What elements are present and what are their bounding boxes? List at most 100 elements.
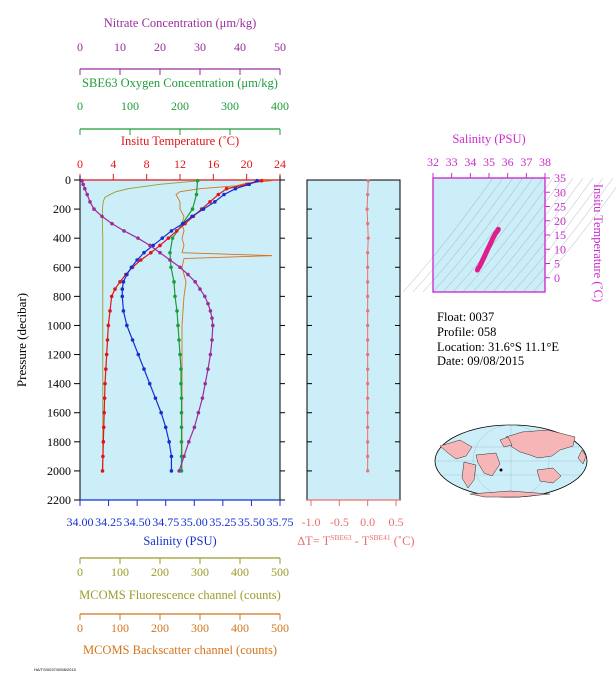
data-point-salinity xyxy=(169,454,174,459)
series-line-mcoms-backscatter-channel xyxy=(175,180,273,471)
delta-t-label-part: SBE41 xyxy=(369,533,391,542)
delta-t-label-part: - T xyxy=(352,534,370,548)
data-point-insitu-temperature xyxy=(166,236,171,240)
delta-t-data-point xyxy=(366,396,370,400)
ts-salinity-tick-label: 32 xyxy=(427,155,439,169)
temperature-tick-label: 0 xyxy=(77,157,83,171)
oxygen-tick-label: 300 xyxy=(221,99,239,113)
data-point-insitu-temperature xyxy=(118,280,122,284)
data-point-insitu-temperature xyxy=(139,258,143,262)
density-isoline xyxy=(422,177,514,293)
data-point-salinity xyxy=(247,182,251,187)
data-point-insitu-temperature xyxy=(102,396,107,400)
ts-salinity-tick-label: 35 xyxy=(483,155,495,169)
pressure-tick-label: 1600 xyxy=(47,406,71,420)
data-point-sbe-oxygen-concentration xyxy=(177,338,181,342)
data-point-insitu-temperature xyxy=(174,229,179,233)
data-point-nitrate-concentration xyxy=(80,178,84,183)
data-point-insitu-temperature xyxy=(108,309,112,313)
ts-data-point xyxy=(497,228,500,231)
data-point-sbe-oxygen-concentration xyxy=(176,323,180,328)
data-point-nitrate-concentration xyxy=(192,425,197,430)
ts-data-point xyxy=(488,244,491,248)
pressure-tick-label: 2200 xyxy=(47,493,71,507)
density-isoline xyxy=(402,177,494,293)
data-point-salinity xyxy=(121,309,126,313)
delta-t-data-point xyxy=(366,251,370,255)
data-point-salinity xyxy=(120,287,125,291)
delta-t-tick-label: -1.0 xyxy=(302,515,321,529)
float-id-text: Float: 0037 xyxy=(437,310,495,324)
delta-t-data-point xyxy=(366,309,370,313)
density-isoline xyxy=(522,177,614,293)
data-point-nitrate-concentration xyxy=(136,236,140,240)
ts-data-point xyxy=(478,265,481,269)
delta-t-data-point xyxy=(366,469,370,473)
data-point-insitu-temperature xyxy=(224,186,229,191)
salinity-tick-label: 34.25 xyxy=(95,515,122,529)
delta-t-data-point xyxy=(366,382,370,386)
data-point-insitu-temperature xyxy=(105,338,110,342)
density-isoline xyxy=(472,177,564,293)
density-isoline xyxy=(482,177,574,293)
data-point-sbe-oxygen-concentration xyxy=(170,236,175,240)
delta-t-data-point xyxy=(366,192,370,197)
data-point-nitrate-concentration xyxy=(203,294,207,299)
data-point-insitu-temperature xyxy=(216,192,221,197)
data-point-nitrate-concentration xyxy=(206,301,210,306)
data-point-salinity xyxy=(163,425,168,430)
data-point-salinity xyxy=(169,229,174,233)
data-point-nitrate-concentration xyxy=(122,229,126,233)
salinity-tick-label: 34.75 xyxy=(152,515,179,529)
density-isoline xyxy=(452,177,544,293)
data-point-nitrate-concentration xyxy=(208,309,213,313)
data-point-insitu-temperature xyxy=(102,410,106,415)
profile-number-text: Profile: 058 xyxy=(437,325,497,339)
ts-data-point xyxy=(494,232,497,235)
data-point-nitrate-concentration xyxy=(196,410,201,415)
data-point-nitrate-concentration xyxy=(206,367,210,371)
data-point-insitu-temperature xyxy=(106,323,111,328)
data-point-sbe-oxygen-concentration xyxy=(178,352,182,357)
data-point-salinity xyxy=(201,207,206,211)
delta-t-data-point xyxy=(366,280,370,284)
backscatter-tick-label: 0 xyxy=(77,621,83,635)
backscatter-tick-label: 500 xyxy=(271,621,289,635)
temperature-axis-label: Insitu Temperature (˚C) xyxy=(121,134,239,148)
pressure-tick-label: 2000 xyxy=(47,464,71,478)
footer-id-text: HA/TS/0037/0058/2015 xyxy=(34,667,76,672)
density-isolines xyxy=(402,177,616,293)
data-point-sbe-oxygen-concentration xyxy=(179,440,184,444)
pressure-tick-label: 1400 xyxy=(47,377,71,391)
data-point-nitrate-concentration xyxy=(81,182,85,187)
data-point-nitrate-concentration xyxy=(211,323,215,328)
oxygen-tick-label: 400 xyxy=(271,99,289,113)
float-location-marker xyxy=(499,468,503,472)
data-point-nitrate-concentration xyxy=(187,440,191,444)
data-point-sbe-oxygen-concentration xyxy=(190,207,195,211)
data-point-nitrate-concentration xyxy=(210,338,214,342)
pressure-tick-label: 1200 xyxy=(47,348,71,362)
density-isoline xyxy=(462,177,554,293)
data-point-nitrate-concentration xyxy=(92,207,96,211)
ts-temperature-axis-label: Insitu Temperature (˚C) xyxy=(591,184,605,302)
temperature-tick-label: 24 xyxy=(274,157,286,171)
delta-t-data-point xyxy=(366,179,370,183)
data-point-insitu-temperature xyxy=(103,381,107,386)
ts-temperature-tick-label: 20 xyxy=(554,214,566,228)
fluorescence-axis-label: MCOMS Fluorescence channel (counts) xyxy=(79,588,281,602)
data-point-salinity xyxy=(142,367,146,371)
data-point-insitu-temperature xyxy=(109,294,114,299)
salinity-axis-label: Salinity (PSU) xyxy=(143,534,216,548)
density-isoline xyxy=(512,177,604,293)
delta-t-data-point xyxy=(366,294,370,298)
pressure-tick-label: 800 xyxy=(53,289,71,303)
world-map-inset xyxy=(434,424,588,498)
delta-t-label-part: (˚C) xyxy=(391,534,415,548)
ts-data-point xyxy=(490,240,493,244)
nitrate-tick-label: 20 xyxy=(154,40,166,54)
backscatter-tick-label: 300 xyxy=(191,621,209,635)
data-point-nitrate-concentration xyxy=(186,272,190,277)
delta-t-panel: -1.0 -0.5 0.0 0.5 ∆T= TSBE63 - TSBE41 (˚C) xyxy=(297,179,415,548)
data-point-salinity xyxy=(147,381,152,386)
